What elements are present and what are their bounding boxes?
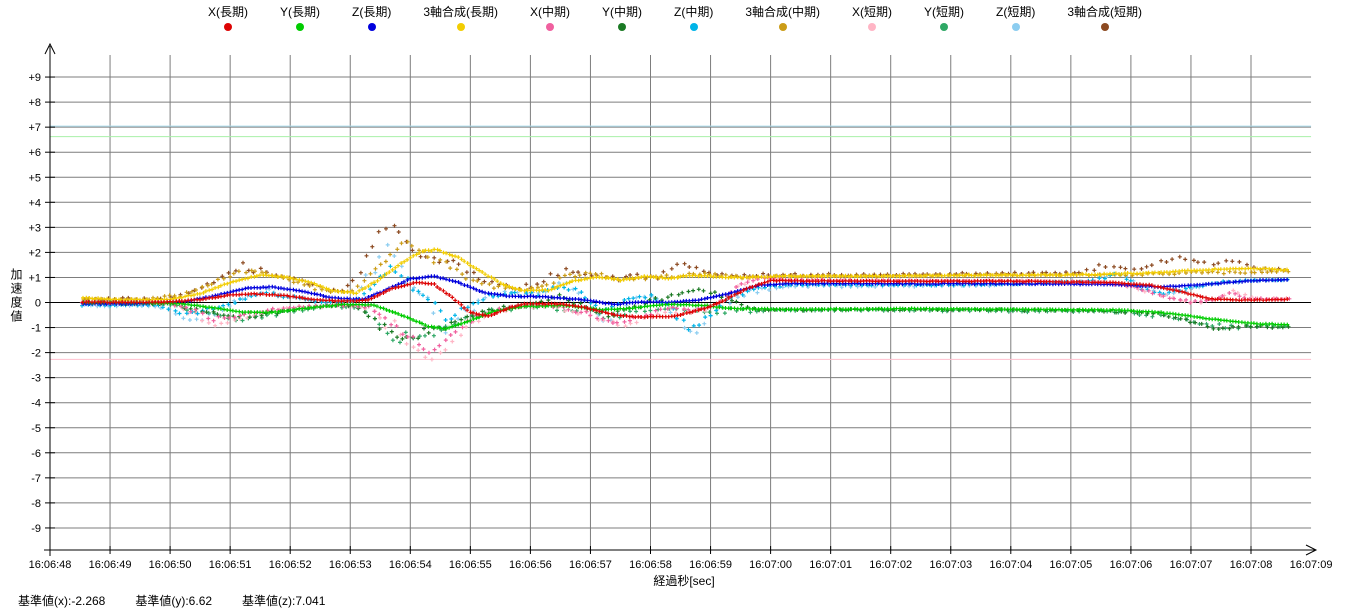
legend-item-sum3-mid: 3軸合成(中期): [745, 5, 820, 32]
y-tick-label: +5: [28, 172, 41, 184]
y-tick-label: -4: [31, 398, 41, 410]
legend-item-y-short: Y(短期): [924, 5, 964, 32]
x-tick-label: 16:06:56: [509, 559, 552, 571]
y-tick-label: -3: [31, 373, 41, 385]
y-tick-label: -1: [31, 323, 41, 335]
legend-item-y-long: Y(長期): [280, 5, 320, 32]
legend-marker-icon: [367, 23, 376, 32]
legend-marker-icon: [618, 23, 626, 32]
y-tick-label: +4: [28, 197, 41, 209]
series-y-short: [80, 300, 1288, 345]
legend-marker-icon: [456, 23, 465, 32]
y-tick-label: -8: [31, 498, 41, 510]
legend-marker-icon: [546, 23, 554, 32]
legend-label: 3軸合成(中期): [745, 5, 820, 19]
legend-item-x-mid: X(中期): [530, 5, 570, 32]
legend-marker-icon: [940, 23, 948, 32]
y-tick-label: +1: [28, 272, 41, 284]
y-tick-label: -2: [31, 348, 41, 360]
baseline-y-value: 基準値(y):6.62: [135, 594, 213, 608]
legend-marker-icon: [1011, 23, 1020, 32]
legend-marker-icon: [778, 23, 787, 32]
legend-label: 3軸合成(短期): [1067, 5, 1142, 19]
y-tick-label: +7: [28, 122, 41, 134]
x-tick-label: 16:07:02: [869, 559, 912, 571]
y-tick-label: 0: [35, 298, 41, 310]
baseline-footer: 基準値(x):-2.268 基準値(y):6.62 基準値(z):7.041: [18, 592, 325, 609]
legend-label: X(中期): [530, 5, 570, 19]
legend: X(長期) Y(長期) Z(長期) 3軸合成(長期) X(中期) Y(中期) Z(中期) 3軸…: [0, 5, 1350, 32]
x-tick-label: 16:06:58: [629, 559, 672, 571]
legend-label: 3軸合成(長期): [423, 5, 498, 19]
legend-label: Y(長期): [280, 5, 320, 19]
x-tick-label: 16:07:09: [1290, 559, 1333, 571]
legend-label: X(長期): [208, 5, 248, 19]
x-tick-label: 16:07:07: [1170, 559, 1213, 571]
legend-label: Y(短期): [924, 5, 964, 19]
legend-item-x-short: X(短期): [852, 5, 892, 32]
x-tick-label: 16:07:03: [929, 559, 972, 571]
x-tick-label: 16:07:00: [749, 559, 792, 571]
y-tick-label: +9: [28, 72, 41, 84]
legend-marker-icon: [224, 23, 232, 32]
x-tick-label: 16:06:52: [269, 559, 312, 571]
x-tick-label: 16:06:59: [689, 559, 732, 571]
x-tick-label: 16:06:55: [449, 559, 492, 571]
x-tick-label: 16:06:50: [149, 559, 192, 571]
x-tick-label: 16:07:06: [1109, 559, 1152, 571]
x-tick-label: 16:06:54: [389, 559, 432, 571]
y-tick-label: -7: [31, 473, 41, 485]
legend-item-z-mid: Z(中期): [674, 5, 714, 32]
legend-marker-icon: [689, 23, 698, 32]
y-axis-arrow-icon: [44, 42, 56, 55]
y-tick-label: +8: [28, 97, 41, 109]
legend-item-x-long: X(長期): [208, 5, 248, 32]
y-tick-label: -5: [31, 423, 41, 435]
x-tick-label: 16:06:57: [569, 559, 612, 571]
x-tick-label: 16:07:01: [809, 559, 852, 571]
x-tick-label: 16:07:04: [989, 559, 1032, 571]
x-tick-label: 16:06:51: [209, 559, 252, 571]
legend-marker-icon: [296, 23, 304, 32]
x-axis-title: 経過秒[sec]: [653, 574, 715, 588]
x-axis-arrow-icon: [1305, 544, 1318, 556]
legend-item-sum3-short: 3軸合成(短期): [1067, 5, 1142, 32]
legend-label: Z(中期): [674, 5, 714, 19]
y-tick-label: -9: [31, 523, 41, 535]
y-tick-label: +6: [28, 147, 41, 159]
x-tick-label: 16:06:53: [329, 559, 372, 571]
series-sum3-long: [81, 247, 1289, 303]
series-x-long: [80, 278, 1290, 320]
y-tick-label: +3: [28, 222, 41, 234]
legend-item-y-mid: Y(中期): [602, 5, 642, 32]
legend-label: Y(中期): [602, 5, 642, 19]
legend-label: X(短期): [852, 5, 892, 19]
legend-label: Z(長期): [352, 5, 392, 19]
legend-marker-icon: [1100, 23, 1109, 32]
legend-item-sum3-long: 3軸合成(長期): [423, 5, 498, 32]
x-tick-label: 16:07:05: [1049, 559, 1092, 571]
x-tick-label: 16:07:08: [1230, 559, 1273, 571]
y-tick-label: +2: [28, 247, 41, 259]
series-sum3-short: [82, 223, 1287, 302]
x-tick-label: 16:06:49: [89, 559, 132, 571]
legend-item-z-short: Z(短期): [996, 5, 1036, 32]
series-z-long: [81, 274, 1289, 307]
baseline-z-value: 基準値(z):7.041: [242, 594, 326, 608]
x-tick-label: 16:06:48: [29, 559, 72, 571]
legend-label: Z(短期): [996, 5, 1036, 19]
legend-marker-icon: [868, 23, 876, 32]
y-tick-label: -6: [31, 448, 41, 460]
legend-item-z-long: Z(長期): [352, 5, 392, 32]
y-axis-title: 加速度値: [9, 268, 23, 324]
baseline-x-value: 基準値(x):-2.268: [18, 594, 106, 608]
